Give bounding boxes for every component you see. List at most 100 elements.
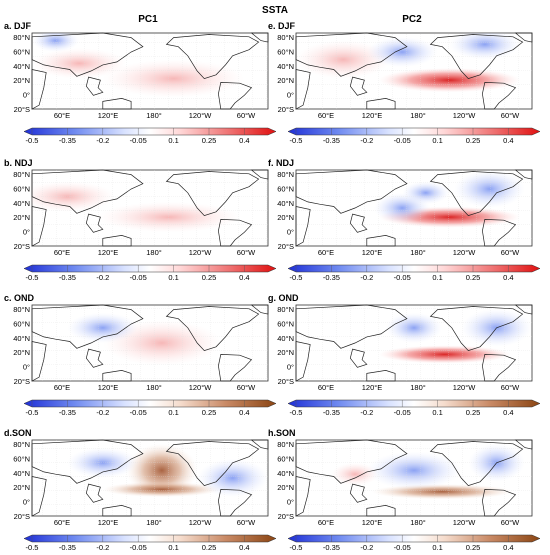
coastline-seasia bbox=[349, 213, 368, 233]
lat-tick-label: 40°N bbox=[277, 334, 294, 343]
coastline-australia bbox=[366, 235, 396, 247]
lat-tick-label: 40°N bbox=[13, 62, 30, 71]
coastline-eurasia bbox=[295, 32, 408, 77]
colorbar-tick-label: 0.1 bbox=[168, 136, 178, 145]
lat-tick-label: 20°S bbox=[278, 512, 294, 521]
lat-tick-label: 60°N bbox=[13, 454, 30, 463]
coastline-greenland bbox=[250, 439, 269, 450]
lat-tick-label: 60°N bbox=[277, 454, 294, 463]
coastline-eurasia bbox=[31, 169, 144, 214]
lon-tick-label: 120°W bbox=[453, 248, 477, 257]
lat-tick-label: 60°N bbox=[277, 47, 294, 56]
lat-tick-label: 60°N bbox=[13, 184, 30, 193]
colorbar-tick-label: -0.5 bbox=[290, 273, 303, 282]
coastline-seasia bbox=[85, 483, 104, 503]
colorbar-tick-label: 0.4 bbox=[503, 543, 513, 552]
map-panel: c. OND 80°N 60°N 40°N 20°N 0° 20°S 60°E 120°E 180… bbox=[4, 293, 277, 417]
coastline-samerica bbox=[482, 219, 517, 247]
colorbar-tick-label: -0.5 bbox=[26, 273, 39, 282]
colorbar-tick-label: 0.1 bbox=[432, 543, 442, 552]
coastline-samerica bbox=[482, 489, 517, 517]
coastline-africa bbox=[31, 206, 47, 247]
colorbar-tick-label: -0.2 bbox=[360, 543, 373, 552]
anomaly-field bbox=[32, 440, 268, 516]
lat-tick-label: 60°N bbox=[13, 319, 30, 328]
lon-tick-label: 180° bbox=[410, 111, 426, 120]
panel-label: g. OND bbox=[268, 293, 299, 303]
map-panel: f. NDJ 80°N 60°N 40°N 20°N 0° 20°S 60°E 120°E 180… bbox=[268, 158, 541, 282]
lon-tick-label: 120°E bbox=[362, 248, 383, 257]
coastline-eurasia bbox=[31, 32, 144, 77]
lat-tick-label: 80°N bbox=[13, 170, 30, 179]
coastline-greenland bbox=[514, 439, 533, 450]
lat-tick-label: 40°N bbox=[277, 62, 294, 71]
panel-label: d.SON bbox=[4, 428, 32, 438]
colorbar-tick-label: -0.5 bbox=[290, 543, 303, 552]
coastline-samerica bbox=[218, 219, 253, 247]
coastline-greenland bbox=[514, 32, 533, 43]
coastline-seasia bbox=[85, 348, 104, 368]
colorbar-tick-label: 0.4 bbox=[239, 408, 249, 417]
map-panel: a. DJF 80°N 60°N 40°N 20°N 0° 20°S 60°E 120°E 180… bbox=[4, 21, 277, 145]
colorbar-tick-label: -0.35 bbox=[59, 408, 76, 417]
lat-tick-label: 40°N bbox=[277, 199, 294, 208]
coastline-namerica bbox=[165, 441, 260, 487]
lat-tick-label: 80°N bbox=[277, 440, 294, 449]
colorbar-tick-label: -0.05 bbox=[130, 543, 147, 552]
coastline-eurasia bbox=[31, 439, 144, 484]
coastline-australia bbox=[366, 370, 396, 382]
colorbar-tick-label: 0.25 bbox=[466, 136, 481, 145]
colorbar-tick-label: -0.05 bbox=[130, 273, 147, 282]
lat-tick-label: 40°N bbox=[277, 469, 294, 478]
colorbar-tick-label: 0.1 bbox=[432, 273, 442, 282]
coastline-eurasia bbox=[295, 439, 408, 484]
coastline-seasia bbox=[349, 76, 368, 96]
lat-tick-label: 0° bbox=[287, 363, 294, 372]
lat-tick-label: 20°N bbox=[13, 483, 30, 492]
coastline-greenland bbox=[514, 304, 533, 315]
lon-tick-label: 120°E bbox=[362, 518, 383, 527]
colorbar-tick-label: -0.2 bbox=[96, 273, 109, 282]
panel-label: b. NDJ bbox=[4, 158, 33, 168]
colorbar-tick-label: -0.35 bbox=[323, 408, 340, 417]
lon-tick-label: 120°W bbox=[189, 248, 213, 257]
coastline-namerica bbox=[429, 441, 524, 487]
colorbar-tick-label: -0.05 bbox=[394, 543, 411, 552]
lon-tick-label: 60°E bbox=[54, 383, 70, 392]
anomaly-field bbox=[296, 305, 532, 381]
colorbar-tick-label: -0.5 bbox=[290, 136, 303, 145]
colorbar-tick-label: -0.35 bbox=[59, 543, 76, 552]
graticule bbox=[296, 33, 532, 109]
colorbar-tick-label: 0.25 bbox=[202, 543, 217, 552]
colorbar-tick-label: -0.2 bbox=[360, 136, 373, 145]
coastline-eurasia bbox=[295, 304, 408, 349]
coastline-samerica bbox=[482, 82, 517, 110]
coastline-namerica bbox=[429, 306, 524, 352]
coastline-africa bbox=[295, 206, 311, 247]
colorbar-tick-label: -0.2 bbox=[96, 408, 109, 417]
coastline-seasia bbox=[85, 76, 104, 96]
lon-tick-label: 120°W bbox=[453, 111, 477, 120]
map-panel: b. NDJ 80°N 60°N 40°N 20°N 0° 20°S 60°E 120°E 180… bbox=[4, 158, 277, 282]
lon-tick-label: 60°E bbox=[318, 111, 334, 120]
colorbar-tick-label: -0.5 bbox=[26, 136, 39, 145]
lat-tick-label: 80°N bbox=[277, 170, 294, 179]
coastline-australia bbox=[102, 370, 132, 382]
panel-label: h.SON bbox=[268, 428, 296, 438]
lat-tick-label: 20°S bbox=[278, 105, 294, 114]
colorbar-tick-label: 0.25 bbox=[202, 273, 217, 282]
coastline-namerica bbox=[429, 171, 524, 217]
coastline-africa bbox=[295, 476, 311, 517]
coastline-eurasia bbox=[295, 169, 408, 214]
colorbar-tick-label: -0.2 bbox=[360, 273, 373, 282]
coastline-africa bbox=[31, 69, 47, 110]
colorbar bbox=[23, 127, 277, 136]
colorbar bbox=[287, 399, 541, 408]
lat-tick-label: 20°N bbox=[277, 483, 294, 492]
lon-tick-label: 60°W bbox=[501, 111, 520, 120]
lon-tick-label: 60°W bbox=[237, 383, 256, 392]
map-panel: g. OND 80°N 60°N 40°N 20°N 0° 20°S 60°E 120°E 180… bbox=[268, 293, 541, 417]
lon-tick-label: 60°E bbox=[318, 383, 334, 392]
lat-tick-label: 20°S bbox=[14, 105, 30, 114]
